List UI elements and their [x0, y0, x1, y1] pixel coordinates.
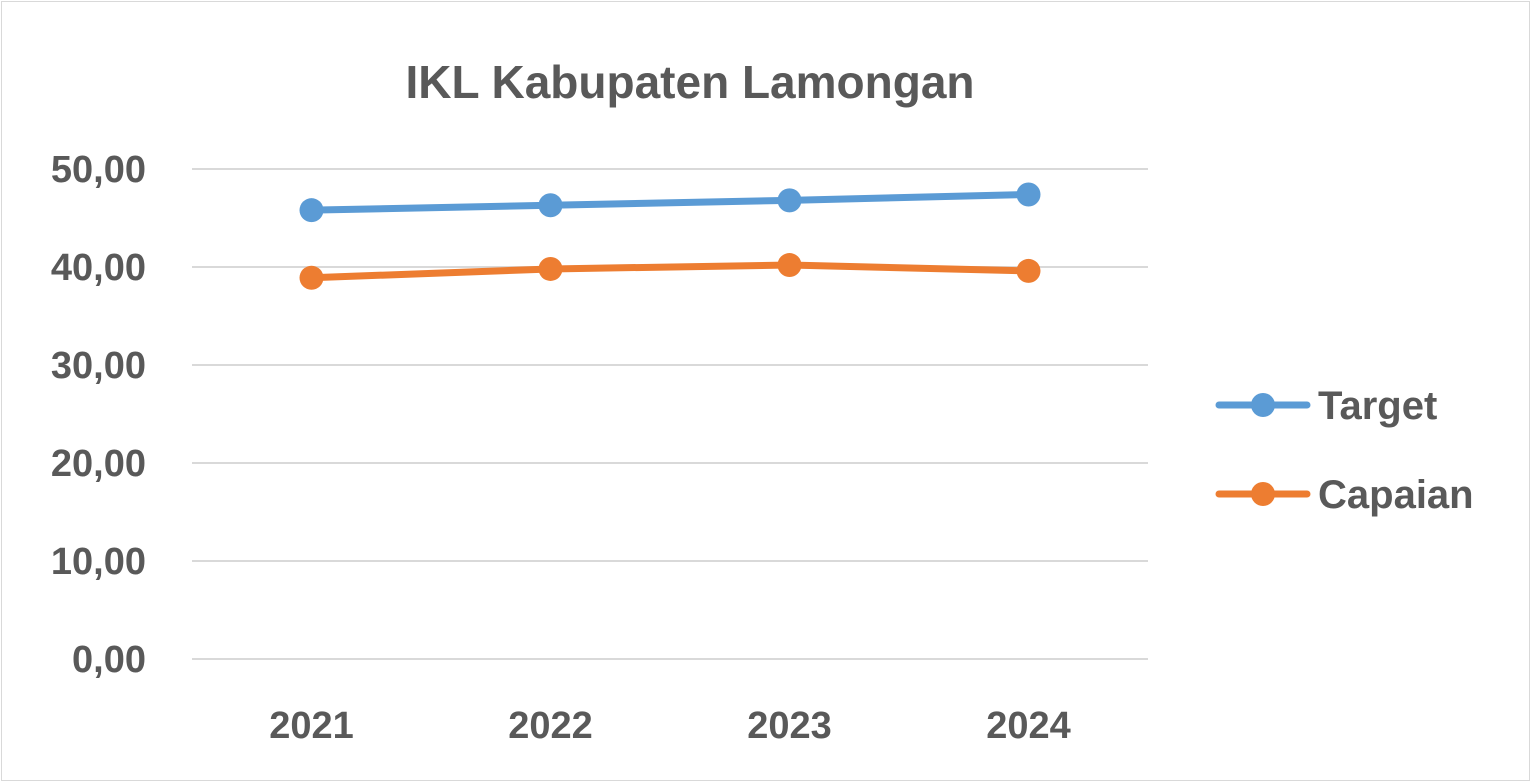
legend-label-target: Target	[1318, 384, 1437, 428]
y-tick-label: 50,00	[51, 149, 146, 191]
y-tick-label: 40,00	[51, 247, 146, 289]
data-point-capaian-2022	[538, 256, 563, 281]
data-point-capaian-2024	[1016, 258, 1041, 283]
legend-marker-capaian	[1251, 482, 1275, 506]
series-line-capaian	[308, 261, 1032, 282]
x-tick-label: 2022	[508, 705, 593, 747]
grid	[192, 168, 1148, 660]
x-tick-label: 2023	[747, 705, 832, 747]
x-tick-label: 2021	[269, 705, 354, 747]
legend-label-capaian: Capaian	[1318, 473, 1474, 517]
y-tick-label: 30,00	[51, 345, 146, 387]
y-tick-label: 0,00	[72, 639, 146, 681]
chart-title: IKL Kabupaten Lamongan	[405, 56, 974, 108]
y-tick-label: 20,00	[51, 443, 146, 485]
data-point-capaian-2023	[777, 253, 802, 278]
data-point-target-2021	[299, 198, 324, 223]
series-line-target	[308, 190, 1032, 214]
data-point-target-2024	[1016, 182, 1041, 207]
series	[299, 182, 1041, 290]
x-axis-ticks: 2021 2022 2023 2024	[269, 705, 1071, 747]
legend: Target Capaian	[1215, 384, 1474, 517]
data-point-target-2023	[777, 188, 802, 213]
x-tick-label: 2024	[986, 705, 1071, 747]
y-tick-label: 10,00	[51, 541, 146, 583]
data-point-capaian-2021	[299, 265, 324, 290]
y-axis-ticks: 0,00 10,00 20,00 30,00 40,00 50,00	[51, 149, 146, 681]
data-point-target-2022	[538, 193, 563, 218]
legend-marker-target	[1251, 393, 1275, 417]
